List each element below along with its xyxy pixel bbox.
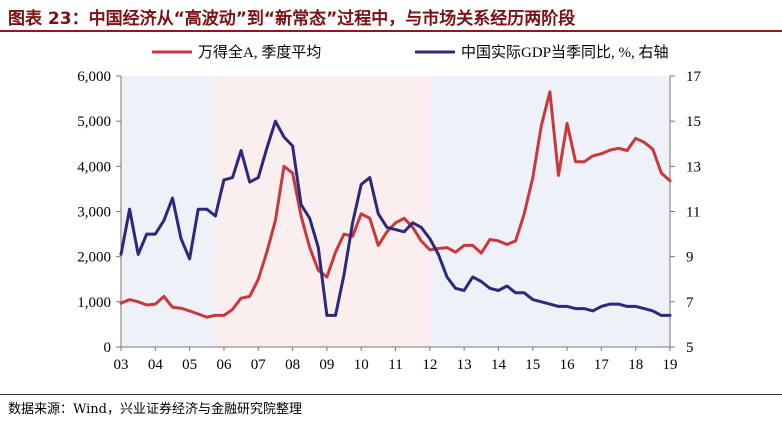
shaded-region-2 bbox=[215, 76, 430, 347]
left-tick-label: 2,000 bbox=[77, 250, 111, 266]
shaded-region-3 bbox=[429, 76, 670, 347]
x-tick-label: 14 bbox=[491, 357, 507, 373]
title-rule bbox=[0, 30, 782, 32]
x-tick-label: 04 bbox=[148, 357, 164, 373]
title-bar: 图表 23：中国经济从“高波动”到“新常态”过程中，与市场关系经历两阶段 bbox=[0, 0, 782, 30]
left-tick-label: 6,000 bbox=[77, 69, 111, 85]
left-tick-label: 0 bbox=[104, 340, 112, 356]
x-tick-label: 19 bbox=[663, 357, 678, 373]
series-gdp-line bbox=[119, 119, 672, 317]
figure-title: 图表 23：中国经济从“高波动”到“新常态”过程中，与市场关系经历两阶段 bbox=[8, 9, 576, 29]
right-tick-label: 11 bbox=[686, 205, 700, 221]
legend-label-1: 万得全A, 季度平均 bbox=[198, 43, 321, 61]
x-tick-label: 09 bbox=[319, 357, 334, 373]
left-tick-label: 3,000 bbox=[77, 205, 111, 221]
left-tick-label: 1,000 bbox=[77, 295, 111, 311]
x-tick-label: 12 bbox=[422, 357, 437, 373]
x-tick-label: 06 bbox=[216, 357, 232, 373]
left-tick-label: 5,000 bbox=[77, 114, 111, 130]
x-tick-label: 13 bbox=[457, 357, 472, 373]
x-tick-label: 05 bbox=[182, 357, 197, 373]
right-tick-label: 15 bbox=[686, 114, 701, 130]
x-tick-label: 15 bbox=[525, 357, 540, 373]
x-tick-label: 03 bbox=[114, 357, 129, 373]
right-tick-label: 17 bbox=[686, 69, 702, 85]
x-tick-label: 18 bbox=[628, 357, 643, 373]
x-tick-label: 08 bbox=[285, 357, 300, 373]
x-tick-label: 16 bbox=[560, 357, 576, 373]
right-tick-label: 13 bbox=[686, 159, 701, 175]
right-tick-label: 9 bbox=[686, 250, 694, 266]
x-tick-label: 07 bbox=[251, 357, 267, 373]
x-tick-label: 11 bbox=[388, 357, 402, 373]
x-tick-label: 10 bbox=[354, 357, 369, 373]
source-note: 数据来源：Wind，兴业证券经济与金融研究院整理 bbox=[8, 402, 302, 417]
left-tick-label: 4,000 bbox=[77, 159, 111, 175]
x-tick-label: 17 bbox=[594, 357, 610, 373]
legend-label-2: 中国实际GDP当季同比, %, 右轴 bbox=[461, 44, 669, 61]
right-tick-label: 7 bbox=[686, 295, 694, 311]
right-tick-label: 5 bbox=[686, 340, 694, 356]
source-rule bbox=[0, 394, 782, 395]
series-wind-a-line bbox=[119, 90, 672, 319]
